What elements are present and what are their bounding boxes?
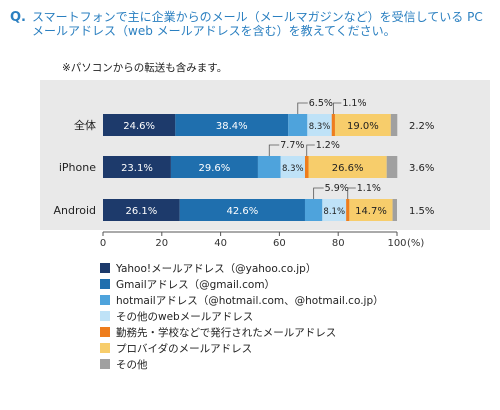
category-label: iPhone bbox=[59, 161, 96, 174]
legend-item: Gmailアドレス（@gmail.com） bbox=[100, 276, 384, 292]
legend-swatch bbox=[100, 263, 110, 273]
bar-segment bbox=[392, 199, 397, 221]
data-label: 6.5% bbox=[309, 98, 333, 109]
leader-line bbox=[347, 187, 356, 199]
data-label: 5.9% bbox=[325, 183, 349, 194]
bar-segment bbox=[280, 156, 305, 178]
data-label: 1.1% bbox=[342, 98, 366, 109]
bar-segment bbox=[103, 114, 176, 136]
leader-line bbox=[313, 187, 324, 199]
bar-segment bbox=[308, 156, 387, 178]
question-mark: Q. bbox=[10, 10, 26, 25]
bar-segment bbox=[170, 156, 258, 178]
legend-label: 勤務先・学校などで発行されたメールアドレス bbox=[116, 326, 337, 339]
data-label: 3.6% bbox=[409, 163, 434, 174]
legend-label: プロバイダのメールアドレス bbox=[116, 342, 253, 355]
legend-item: hotmailアドレス（@hotmail.com、@hotmail.co.jp） bbox=[100, 292, 384, 308]
category-label: 全体 bbox=[74, 118, 96, 132]
legend-swatch bbox=[100, 359, 110, 369]
legend-swatch bbox=[100, 311, 110, 321]
leader-line bbox=[268, 144, 280, 156]
data-label: 42.6% bbox=[226, 206, 258, 217]
x-tick-label: 40 bbox=[214, 238, 227, 249]
bar-segment bbox=[304, 156, 309, 178]
bar-segment bbox=[307, 114, 332, 136]
bar-segment bbox=[179, 199, 305, 221]
chart-legend: Yahoo!メールアドレス（@yahoo.co.jp） Gmailアドレス（@gm… bbox=[100, 260, 384, 372]
legend-swatch bbox=[100, 343, 110, 353]
data-label: 38.4% bbox=[216, 121, 248, 132]
bar-segment bbox=[334, 114, 391, 136]
legend-swatch bbox=[100, 279, 110, 289]
bar-segment bbox=[257, 156, 281, 178]
data-label: 26.1% bbox=[125, 206, 157, 217]
category-label: Android bbox=[53, 204, 96, 217]
legend-swatch bbox=[100, 327, 110, 337]
x-tick-label: 80 bbox=[332, 238, 345, 249]
leader-line bbox=[297, 102, 308, 114]
data-label: 14.7% bbox=[355, 206, 387, 217]
bar-segment bbox=[349, 199, 393, 221]
legend-label: その他のwebメールアドレス bbox=[116, 310, 254, 323]
data-label: 8.3% bbox=[282, 164, 304, 174]
data-label: 29.6% bbox=[199, 163, 231, 174]
bar-segment bbox=[322, 199, 347, 221]
legend-label: hotmailアドレス（@hotmail.com、@hotmail.co.jp） bbox=[116, 294, 384, 307]
data-label: 2.2% bbox=[409, 121, 434, 132]
data-label: 7.7% bbox=[280, 140, 304, 151]
data-label: 1.1% bbox=[357, 183, 381, 194]
bar-segment bbox=[346, 199, 350, 221]
bar-segment bbox=[390, 114, 398, 136]
data-label: 24.6% bbox=[123, 121, 155, 132]
bar-segment bbox=[386, 156, 398, 178]
bar-segment bbox=[288, 114, 308, 136]
bar-segment bbox=[175, 114, 289, 136]
leader-line bbox=[306, 144, 315, 156]
bar-segment bbox=[103, 199, 180, 221]
legend-swatch bbox=[100, 295, 110, 305]
legend-item: Yahoo!メールアドレス（@yahoo.co.jp） bbox=[100, 260, 384, 276]
data-label: 26.6% bbox=[332, 163, 364, 174]
data-label: 8.3% bbox=[309, 122, 331, 132]
question-text: スマートフォンで主に企業からのメール（メールマガジンなど）を受信している PC … bbox=[32, 10, 483, 38]
legend-label: Gmailアドレス（@gmail.com） bbox=[116, 278, 276, 291]
legend-label: Yahoo!メールアドレス（@yahoo.co.jp） bbox=[116, 262, 317, 275]
x-tick-label: 0 bbox=[100, 238, 106, 249]
leader-line bbox=[332, 102, 342, 114]
bar-segment bbox=[103, 156, 171, 178]
data-label: 23.1% bbox=[121, 163, 153, 174]
legend-item: プロバイダのメールアドレス bbox=[100, 340, 384, 356]
bar-segment bbox=[331, 114, 335, 136]
bar-segment bbox=[304, 199, 323, 221]
data-label: 8.1% bbox=[323, 207, 345, 217]
data-label: 1.2% bbox=[316, 140, 340, 151]
x-axis-unit: (%) bbox=[407, 238, 424, 249]
data-label: 19.0% bbox=[347, 121, 379, 132]
legend-item: 勤務先・学校などで発行されたメールアドレス bbox=[100, 324, 384, 340]
x-tick-label: 20 bbox=[155, 238, 168, 249]
data-label: 1.5% bbox=[409, 206, 434, 217]
legend-label: その他 bbox=[116, 358, 148, 371]
legend-item: その他のwebメールアドレス bbox=[100, 308, 384, 324]
question-note: ※パソコンからの転送も含みます。 bbox=[62, 62, 228, 74]
x-tick-label: 100 bbox=[387, 238, 406, 249]
legend-item: その他 bbox=[100, 356, 384, 372]
x-tick-label: 60 bbox=[273, 238, 286, 249]
